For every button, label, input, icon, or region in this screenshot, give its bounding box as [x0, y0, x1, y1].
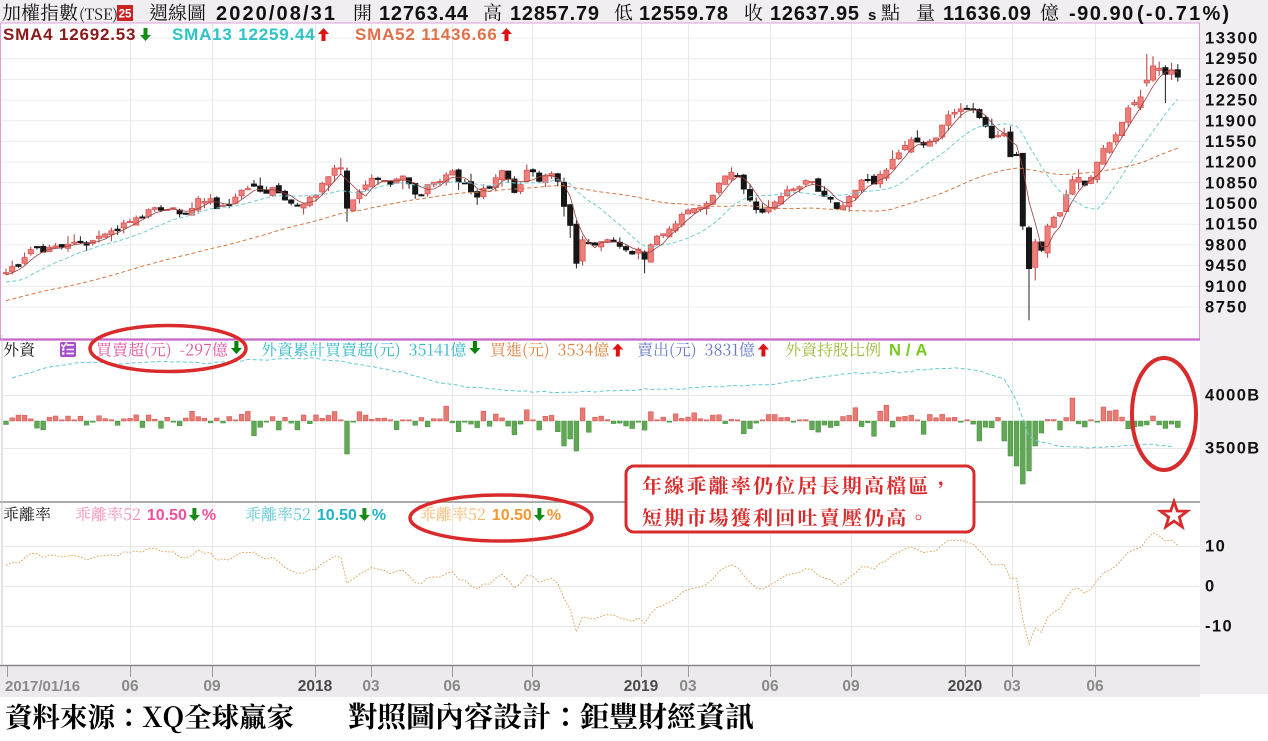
- svg-text:06: 06: [443, 678, 461, 695]
- svg-text:9800: 9800: [1205, 236, 1248, 254]
- svg-text:10: 10: [1205, 538, 1226, 556]
- svg-text:12950: 12950: [1205, 50, 1259, 68]
- svg-text:4000B: 4000B: [1205, 387, 1261, 405]
- svg-text:10.50: 10.50: [492, 507, 532, 524]
- svg-text:%: %: [202, 507, 216, 524]
- svg-text:11900: 11900: [1205, 112, 1258, 130]
- svg-text:10.50: 10.50: [147, 507, 187, 524]
- svg-text:-10: -10: [1205, 618, 1233, 636]
- svg-text:12250: 12250: [1205, 92, 1259, 110]
- svg-text:0: 0: [1205, 578, 1216, 596]
- svg-text:13300: 13300: [1205, 30, 1259, 48]
- svg-text:10850: 10850: [1205, 174, 1259, 192]
- svg-text:10150: 10150: [1205, 216, 1259, 234]
- svg-text:12763.44: 12763.44: [379, 3, 469, 25]
- svg-text:%: %: [547, 507, 561, 524]
- svg-text:09: 09: [203, 678, 221, 695]
- svg-text:12637.95: 12637.95: [770, 3, 860, 25]
- svg-text:2018: 2018: [298, 678, 333, 695]
- svg-text:03: 03: [679, 678, 697, 695]
- svg-text:3500B: 3500B: [1205, 440, 1261, 458]
- svg-text:2020: 2020: [948, 678, 982, 695]
- svg-text:SMA4 12692.53: SMA4 12692.53: [3, 25, 136, 44]
- svg-text:2019: 2019: [624, 678, 659, 695]
- svg-text:SMA13 12259.44: SMA13 12259.44: [172, 25, 316, 44]
- svg-text:9100: 9100: [1205, 278, 1248, 296]
- svg-text:9450: 9450: [1205, 257, 1248, 275]
- svg-text:09: 09: [842, 678, 860, 695]
- svg-text:2017/01/16: 2017/01/16: [5, 678, 80, 695]
- svg-text:03: 03: [362, 678, 380, 695]
- svg-text:2020/08/31: 2020/08/31: [216, 3, 337, 25]
- svg-text:03: 03: [1003, 678, 1021, 695]
- svg-text:06: 06: [1086, 678, 1104, 695]
- svg-text:8750: 8750: [1205, 299, 1248, 317]
- svg-text:09: 09: [523, 678, 541, 695]
- svg-text:s: s: [868, 7, 876, 24]
- svg-text:-90.90: -90.90: [1069, 3, 1135, 25]
- svg-text:11636.09: 11636.09: [943, 3, 1032, 25]
- svg-text:11550: 11550: [1205, 133, 1258, 151]
- svg-text:11200: 11200: [1205, 154, 1258, 172]
- svg-text:N/A: N/A: [889, 342, 932, 360]
- svg-text:12857.79: 12857.79: [510, 3, 600, 25]
- svg-text:(-0.71%): (-0.71%): [1137, 3, 1231, 25]
- svg-text:06: 06: [121, 678, 139, 695]
- svg-text:25: 25: [119, 9, 132, 21]
- svg-text:10.50: 10.50: [317, 507, 357, 524]
- svg-text:06: 06: [761, 678, 779, 695]
- svg-text:12559.78: 12559.78: [639, 3, 729, 25]
- svg-text:%: %: [372, 507, 386, 524]
- svg-text:12600: 12600: [1205, 71, 1259, 89]
- svg-text:10500: 10500: [1205, 195, 1259, 213]
- svg-text:SMA52 11436.66: SMA52 11436.66: [355, 25, 498, 44]
